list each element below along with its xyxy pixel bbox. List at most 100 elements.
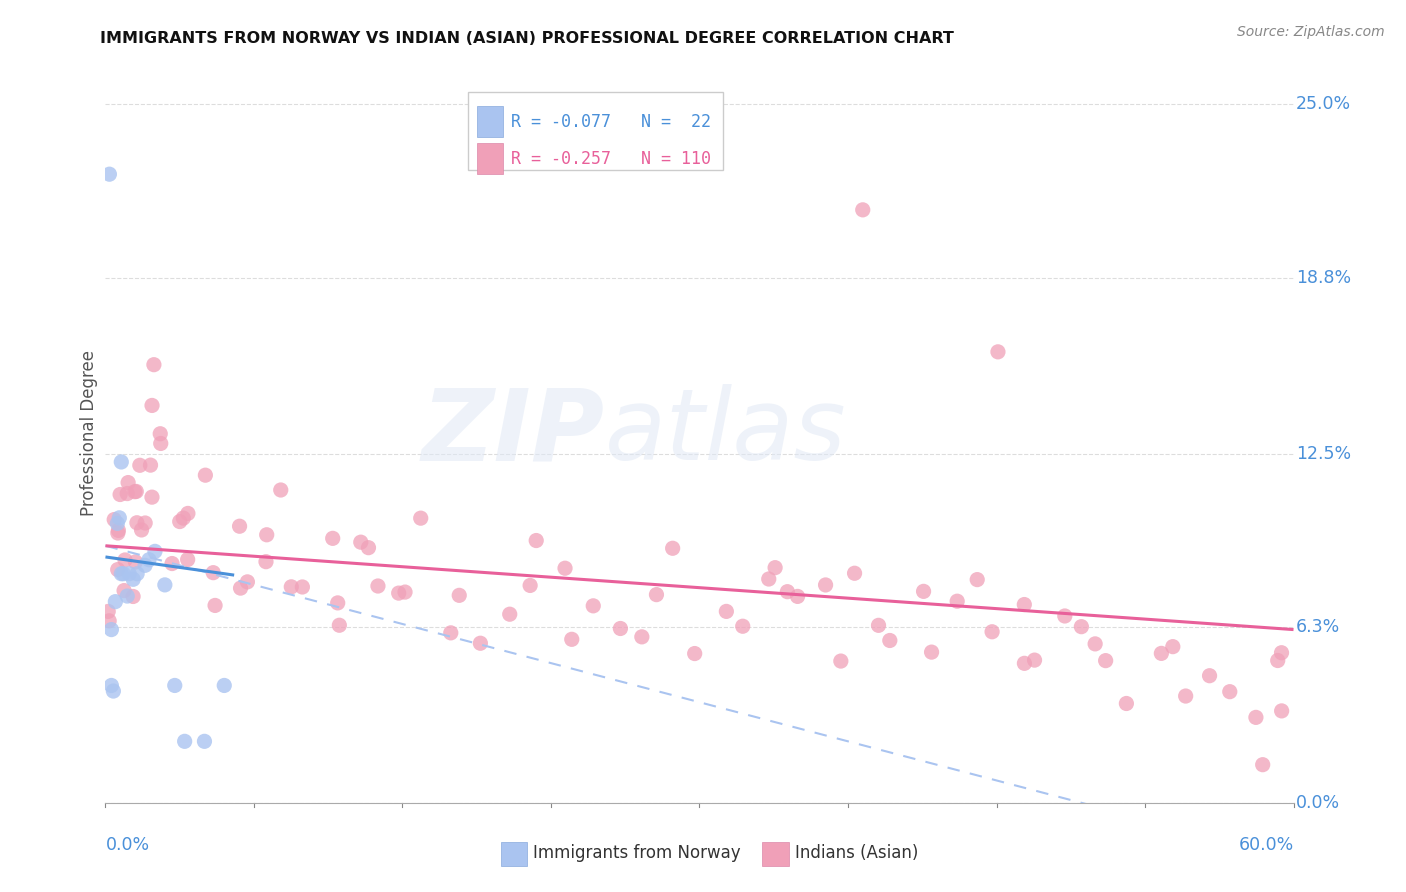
Point <box>229 581 252 595</box>
Point <box>1084 637 1107 651</box>
Point <box>394 585 416 599</box>
Point <box>141 490 163 504</box>
Point <box>326 596 349 610</box>
Point <box>128 458 150 473</box>
Text: R = -0.077   N =  22: R = -0.077 N = 22 <box>510 112 710 130</box>
Text: 25.0%: 25.0% <box>1296 95 1351 113</box>
Point <box>1024 653 1046 667</box>
Point <box>350 535 373 549</box>
Text: 6.3%: 6.3% <box>1296 618 1340 636</box>
Point <box>499 607 522 622</box>
Point <box>322 532 344 546</box>
Point <box>786 590 808 604</box>
Point <box>169 515 191 529</box>
Text: 60.0%: 60.0% <box>1239 836 1294 855</box>
Text: Indians (Asian): Indians (Asian) <box>794 844 918 863</box>
Point <box>763 560 786 574</box>
Point <box>844 566 866 581</box>
Point <box>122 590 145 604</box>
Point <box>879 633 901 648</box>
Point <box>176 552 198 566</box>
FancyBboxPatch shape <box>762 842 789 866</box>
Point <box>153 578 176 592</box>
Point <box>124 555 146 569</box>
Point <box>731 619 754 633</box>
Point <box>107 524 129 538</box>
Point <box>100 623 122 637</box>
Point <box>291 580 314 594</box>
Point <box>357 541 380 555</box>
Point <box>409 511 432 525</box>
Point <box>256 528 278 542</box>
Point <box>122 572 145 586</box>
FancyBboxPatch shape <box>501 842 527 866</box>
Point <box>163 678 186 692</box>
Point <box>776 584 799 599</box>
Point <box>1014 598 1036 612</box>
Point <box>131 523 153 537</box>
Text: Immigrants from Norway: Immigrants from Norway <box>533 844 741 863</box>
Point <box>103 512 125 526</box>
Point <box>280 580 302 594</box>
Point <box>142 358 165 372</box>
Point <box>1251 757 1274 772</box>
Point <box>202 566 225 580</box>
Point <box>1161 640 1184 654</box>
Point <box>582 599 605 613</box>
Point <box>1014 657 1036 671</box>
Point <box>716 604 738 618</box>
Point <box>1070 620 1092 634</box>
Point <box>519 578 541 592</box>
Point <box>108 487 131 501</box>
Point <box>228 519 250 533</box>
Point <box>115 589 138 603</box>
Text: 18.8%: 18.8% <box>1296 268 1351 286</box>
Point <box>117 475 139 490</box>
Point <box>987 344 1010 359</box>
Point <box>868 618 890 632</box>
Text: ZIP: ZIP <box>422 384 605 481</box>
Point <box>125 484 148 499</box>
Text: Source: ZipAtlas.com: Source: ZipAtlas.com <box>1237 25 1385 39</box>
Point <box>172 511 194 525</box>
Point <box>149 436 172 450</box>
Text: atlas: atlas <box>605 384 846 481</box>
Point <box>177 507 200 521</box>
Point <box>110 566 132 581</box>
Point <box>440 625 463 640</box>
Point <box>160 557 183 571</box>
Point <box>1150 646 1173 660</box>
Point <box>367 579 389 593</box>
Point <box>661 541 683 556</box>
Point <box>149 426 172 441</box>
Point <box>141 399 163 413</box>
Point <box>214 678 236 692</box>
Point <box>1270 646 1292 660</box>
Point <box>97 604 120 618</box>
Text: 0.0%: 0.0% <box>105 836 149 855</box>
Point <box>115 486 138 500</box>
Point <box>254 555 277 569</box>
Point <box>1094 654 1116 668</box>
Point <box>125 516 148 530</box>
Point <box>561 632 583 647</box>
Text: 12.5%: 12.5% <box>1296 444 1351 463</box>
Point <box>1267 653 1289 667</box>
FancyBboxPatch shape <box>477 106 503 137</box>
Point <box>1244 710 1267 724</box>
Point <box>173 734 195 748</box>
Point <box>524 533 547 548</box>
Point <box>107 563 129 577</box>
Point <box>204 599 226 613</box>
Point <box>105 516 128 531</box>
Point <box>236 574 259 589</box>
Point <box>143 544 166 558</box>
Point <box>124 484 146 499</box>
Point <box>139 458 162 472</box>
Text: R = -0.257   N = 110: R = -0.257 N = 110 <box>510 150 710 168</box>
Point <box>193 734 215 748</box>
Point <box>631 630 654 644</box>
Point <box>194 468 217 483</box>
Point <box>100 678 122 692</box>
Point <box>328 618 350 632</box>
